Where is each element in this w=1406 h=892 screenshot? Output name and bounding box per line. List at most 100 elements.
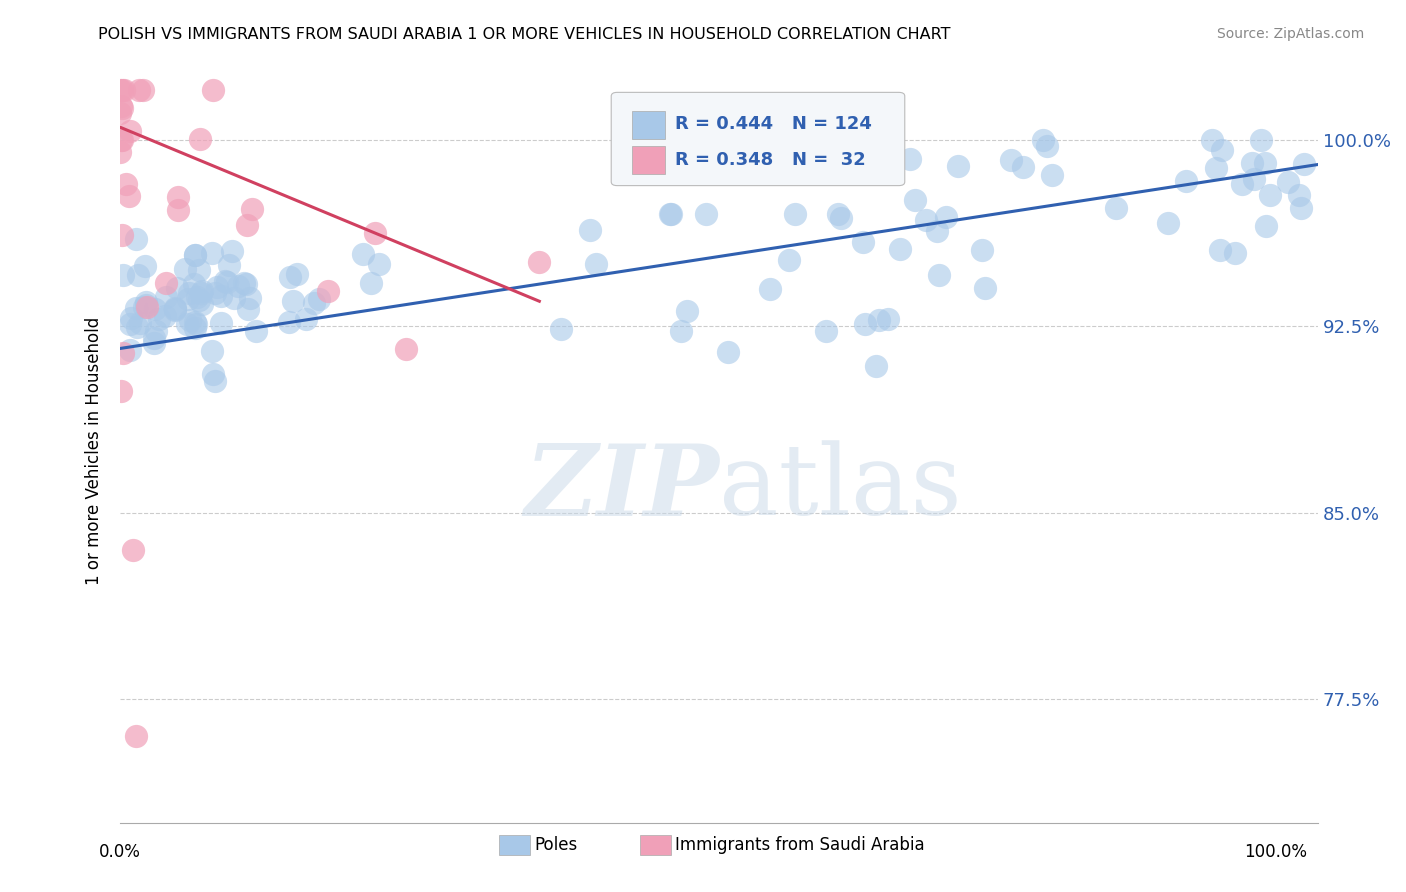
Point — [550, 322, 572, 336]
Point — [1201, 133, 1223, 147]
Point — [1294, 157, 1316, 171]
Y-axis label: 1 or more Vehicles in Household: 1 or more Vehicles in Household — [86, 317, 103, 584]
Text: 100.0%: 100.0% — [1244, 843, 1308, 861]
Point — [217, 275, 239, 289]
Point — [187, 293, 209, 307]
Point — [134, 259, 156, 273]
Text: R = 0.444   N = 124: R = 0.444 N = 124 — [675, 115, 872, 134]
Text: atlas: atlas — [718, 440, 962, 536]
Point — [659, 207, 682, 221]
Point — [1223, 245, 1246, 260]
Point — [228, 278, 250, 293]
Point — [165, 302, 187, 317]
Point — [815, 324, 838, 338]
Point — [236, 301, 259, 316]
Point — [135, 298, 157, 312]
Point — [166, 281, 188, 295]
Point — [183, 248, 205, 262]
Point — [184, 321, 207, 335]
Point — [364, 226, 387, 240]
Point — [529, 255, 551, 269]
Text: POLISH VS IMMIGRANTS FROM SAUDI ARABIA 1 OR MORE VEHICLES IN HOUSEHOLD CORRELATI: POLISH VS IMMIGRANTS FROM SAUDI ARABIA 1… — [98, 27, 950, 42]
Point — [218, 258, 240, 272]
Point — [174, 261, 197, 276]
Point — [578, 223, 600, 237]
Point — [239, 291, 262, 305]
Point — [145, 324, 167, 338]
Point — [112, 83, 135, 97]
Point — [163, 301, 186, 316]
Point — [110, 384, 132, 398]
Text: R = 0.348   N =  32: R = 0.348 N = 32 — [675, 151, 866, 169]
Point — [111, 133, 134, 147]
FancyBboxPatch shape — [631, 146, 665, 175]
Point — [360, 276, 382, 290]
Point — [184, 248, 207, 262]
Point — [316, 284, 339, 298]
Point — [118, 188, 141, 202]
Point — [166, 189, 188, 203]
Point — [209, 289, 232, 303]
Point — [865, 359, 887, 374]
Point — [830, 211, 852, 226]
Point — [110, 99, 132, 113]
Point — [868, 312, 890, 326]
Point — [204, 375, 226, 389]
Point — [972, 244, 994, 258]
Point — [125, 232, 148, 246]
Point — [200, 343, 222, 358]
Point — [1104, 202, 1126, 216]
Point — [759, 282, 782, 296]
Point — [277, 315, 299, 329]
Point — [717, 345, 740, 359]
Point — [1174, 174, 1197, 188]
Point — [1208, 243, 1230, 257]
Point — [188, 132, 211, 146]
Point — [235, 277, 257, 292]
Point — [827, 207, 849, 221]
FancyBboxPatch shape — [612, 93, 905, 186]
Point — [295, 312, 318, 326]
Point — [352, 246, 374, 260]
Point — [176, 318, 198, 332]
Point — [136, 300, 159, 314]
Point — [184, 318, 207, 332]
Point — [1258, 187, 1281, 202]
Point — [585, 257, 607, 271]
Point — [852, 235, 875, 250]
Point — [190, 286, 212, 301]
Point — [853, 317, 876, 331]
Point — [669, 324, 692, 338]
Point — [1157, 216, 1180, 230]
Point — [1254, 219, 1277, 233]
Point — [118, 124, 141, 138]
Point — [658, 207, 681, 221]
Point — [232, 277, 254, 291]
Point — [110, 145, 132, 159]
Point — [240, 202, 263, 216]
Point — [278, 270, 301, 285]
Point — [948, 159, 970, 173]
Point — [221, 244, 243, 258]
Point — [184, 315, 207, 329]
Point — [1012, 161, 1035, 175]
Point — [132, 301, 155, 315]
Point — [110, 83, 132, 97]
Point — [778, 253, 800, 268]
Point — [281, 293, 304, 308]
Point — [114, 177, 136, 191]
Point — [128, 83, 150, 97]
Point — [129, 316, 152, 330]
Text: Poles: Poles — [534, 836, 578, 854]
Point — [1243, 171, 1265, 186]
Point — [877, 312, 900, 326]
Point — [111, 83, 134, 97]
Point — [131, 83, 153, 97]
Point — [155, 290, 177, 304]
Point — [143, 335, 166, 350]
Point — [143, 301, 166, 316]
Point — [155, 276, 177, 290]
Point — [111, 101, 134, 115]
Point — [143, 331, 166, 345]
Point — [1254, 155, 1277, 169]
